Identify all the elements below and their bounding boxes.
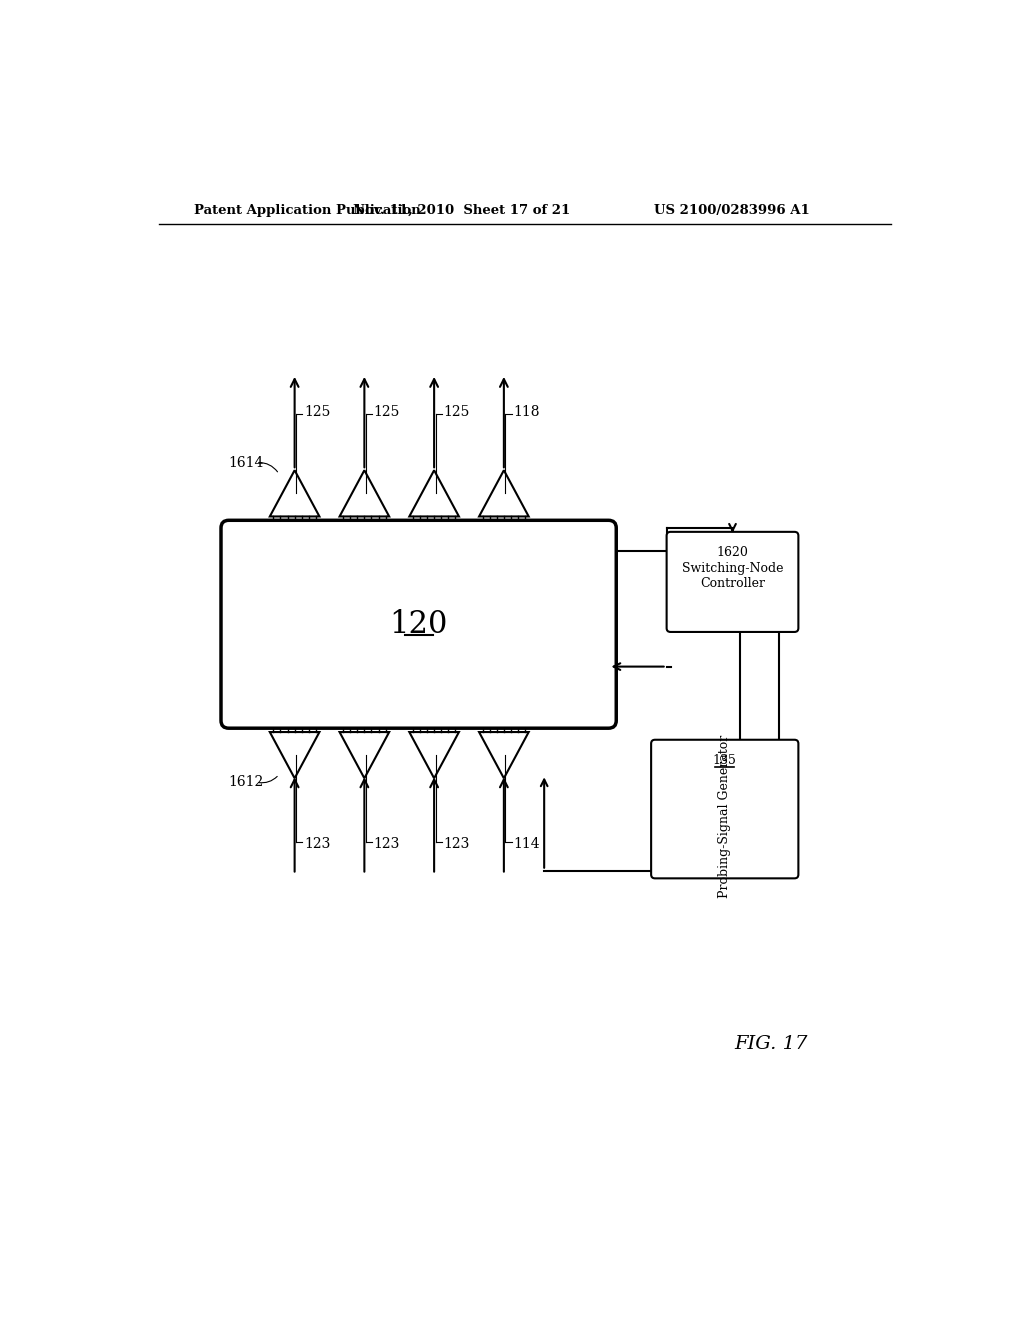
Text: 125: 125: [304, 405, 331, 420]
Text: Patent Application Publication: Patent Application Publication: [194, 205, 421, 218]
Text: 1620: 1620: [717, 546, 749, 560]
FancyBboxPatch shape: [651, 739, 799, 878]
FancyBboxPatch shape: [221, 520, 616, 729]
Text: FIG. 17: FIG. 17: [734, 1035, 808, 1053]
Text: 123: 123: [304, 837, 331, 850]
Text: 135: 135: [713, 754, 736, 767]
Text: US 2100/0283996 A1: US 2100/0283996 A1: [654, 205, 810, 218]
Text: Nov. 11, 2010  Sheet 17 of 21: Nov. 11, 2010 Sheet 17 of 21: [352, 205, 570, 218]
Text: 1612: 1612: [228, 775, 264, 789]
Text: Switching-Node: Switching-Node: [682, 561, 783, 574]
Text: 118: 118: [513, 405, 540, 420]
Text: 125: 125: [443, 405, 470, 420]
Text: 120: 120: [389, 609, 447, 640]
Text: 123: 123: [374, 837, 400, 850]
Text: 1614: 1614: [228, 455, 264, 470]
Text: 125: 125: [374, 405, 400, 420]
Text: 123: 123: [443, 837, 470, 850]
Text: 114: 114: [513, 837, 540, 850]
FancyBboxPatch shape: [667, 532, 799, 632]
Text: Controller: Controller: [700, 577, 765, 590]
Text: Probing-Signal Generator: Probing-Signal Generator: [718, 735, 731, 899]
